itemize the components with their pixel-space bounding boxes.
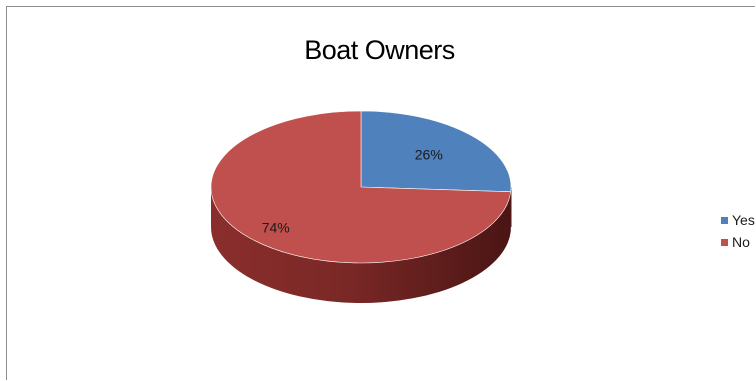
legend-label-yes: Yes xyxy=(732,212,755,228)
legend-label-no: No xyxy=(732,234,750,250)
legend-item-yes: Yes xyxy=(721,209,755,231)
pie-slice-no xyxy=(210,110,512,264)
legend-item-no: No xyxy=(721,231,755,253)
legend: Yes No xyxy=(721,209,755,253)
pie-slice-yes xyxy=(360,110,512,193)
legend-swatch-no xyxy=(721,238,728,246)
data-label-no: 74% xyxy=(262,220,290,236)
legend-swatch-yes xyxy=(721,216,728,224)
chart-frame: Boat Owners 26% 74% Yes No xyxy=(6,6,755,380)
pie-slice-side-no xyxy=(211,187,511,303)
pie-chart: 26% 74% xyxy=(210,110,512,303)
data-label-yes: 26% xyxy=(415,147,443,163)
chart-title: Boat Owners xyxy=(304,35,455,65)
